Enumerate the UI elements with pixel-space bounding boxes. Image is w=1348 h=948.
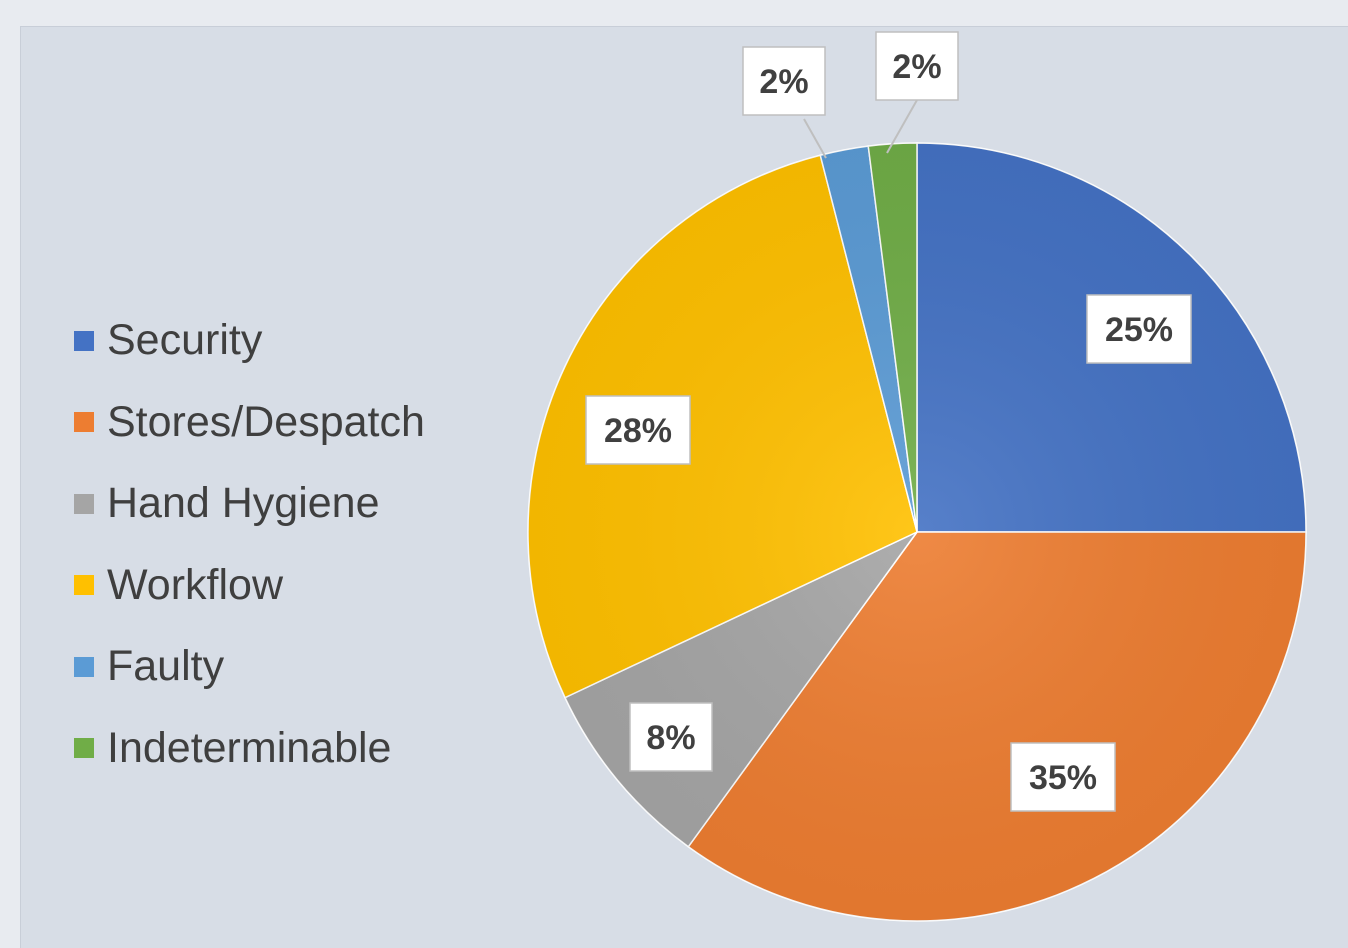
data-label-security: 25%: [1105, 311, 1173, 349]
legend-swatch-faulty: [74, 656, 94, 677]
legend-swatch-workflow: [74, 575, 94, 596]
legend-item-stores-despatch: Stores/Despatch: [74, 382, 425, 464]
leader-line: [886, 99, 918, 154]
data-label-box: [1086, 294, 1192, 364]
data-label-box: [875, 31, 959, 101]
legend-label-faulty: Faulty: [107, 642, 225, 691]
data-label-box: [742, 46, 826, 116]
leader-line: [803, 118, 827, 159]
data-label-box: [1010, 742, 1116, 812]
data-label-indeterminable: 2%: [892, 48, 941, 86]
data-label-box: [585, 395, 691, 465]
legend-label-indeterminable: Indeterminable: [107, 723, 392, 772]
legend-swatch-hand-hygiene: [74, 493, 94, 514]
legend-item-workflow: Workflow: [74, 545, 425, 627]
legend-swatch-indeterminable: [74, 738, 94, 759]
data-label-hand-hygiene: 8%: [646, 719, 695, 757]
legend-label-hand-hygiene: Hand Hygiene: [107, 479, 380, 528]
legend-item-security: Security: [74, 300, 425, 382]
legend-label-stores-despatch: Stores/Despatch: [107, 397, 425, 446]
data-label-box: [629, 702, 713, 772]
data-label-workflow: 28%: [604, 412, 672, 450]
legend-item-indeterminable: Indeterminable: [74, 708, 425, 790]
legend-label-security: Security: [107, 316, 263, 365]
legend: Security Stores/Despatch Hand Hygiene Wo…: [74, 300, 425, 789]
data-label-faulty: 2%: [759, 63, 808, 101]
legend-item-hand-hygiene: Hand Hygiene: [74, 463, 425, 545]
legend-swatch-stores-despatch: [74, 412, 94, 433]
data-label-stores-despatch: 35%: [1029, 759, 1097, 797]
legend-swatch-security: [74, 330, 94, 351]
legend-label-workflow: Workflow: [107, 560, 284, 609]
legend-item-faulty: Faulty: [74, 626, 425, 708]
